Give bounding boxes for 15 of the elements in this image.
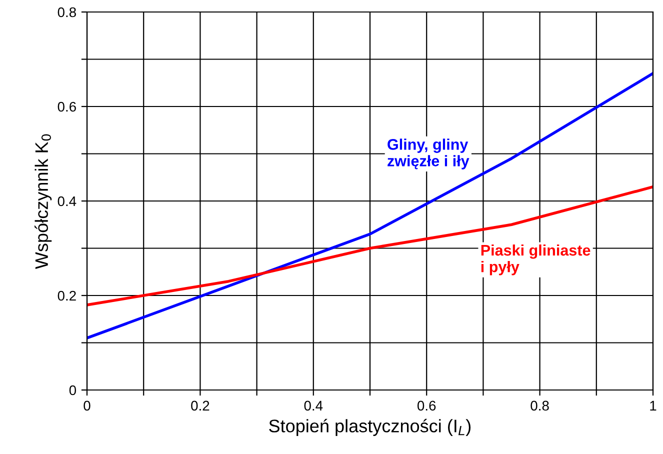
- y-tick-label: 0.2: [58, 290, 76, 301]
- y-axis-title: Współczynnik K$_{0}$: [34, 134, 52, 269]
- y-tick-label: 0: [69, 385, 76, 396]
- x-tick-label: 0: [84, 400, 90, 411]
- x-tick-label: 0.6: [417, 400, 436, 411]
- annotation: Piaski gliniaste i pyły: [481, 244, 590, 276]
- y-tick-label: 0.4: [58, 196, 76, 206]
- annotation: Gliny, gliny zwięzłe i iły: [388, 138, 470, 170]
- x-tick-label: 0.8: [530, 400, 549, 411]
- x-axis-title: Stopień plastyczności (I$_{L}$): [269, 418, 471, 436]
- x-tick-label: 0.4: [304, 400, 323, 411]
- y-tick-label: 0.6: [58, 102, 76, 112]
- x-tick-label: 1: [650, 400, 656, 410]
- x-tick-label: 0.2: [191, 400, 210, 411]
- y-tick-label: 0.8: [58, 7, 76, 18]
